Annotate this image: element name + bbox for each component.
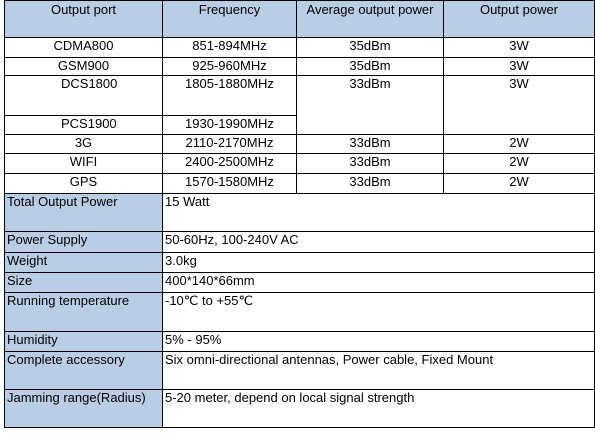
port-cell: DCS1800	[4, 75, 163, 116]
spec-value: Six omni-directional antennas, Power cab…	[162, 351, 595, 390]
spec-label: Complete accessory	[4, 351, 163, 390]
spec-label: Running temperature	[4, 292, 163, 332]
avg-power-cell: 33dBm	[296, 134, 444, 154]
table-row: 3G 2110-2170MHz 33dBm 2W	[4, 134, 595, 154]
output-power-cell: 3W	[443, 57, 595, 76]
spec-label: Total Output Power	[4, 193, 163, 232]
spec-row-humidity: Humidity 5% - 95%	[4, 331, 595, 352]
table-row: CDMA800 851-894MHz 35dBm 3W	[4, 37, 595, 58]
spec-value: 400*140*66mm	[162, 272, 595, 293]
avg-power-cell: 33dBm	[296, 153, 444, 174]
spec-label: Weight	[4, 252, 163, 273]
spec-row-jamming-range: Jamming range(Radius) 5-20 meter, depend…	[4, 389, 595, 428]
spec-row-running-temperature: Running temperature -10℃ to +55℃	[4, 292, 595, 332]
spec-label: Power Supply	[4, 231, 163, 253]
header-output-port: Output port	[4, 0, 163, 38]
table-row: GPS 1570-1580MHz 33dBm 2W	[4, 173, 595, 194]
header-average-output-power: Average output power	[296, 0, 444, 38]
spec-table: Output port Frequency Average output pow…	[4, 0, 595, 428]
frequency-cell: 851-894MHz	[162, 37, 297, 58]
spec-row-weight: Weight 3.0kg	[4, 252, 595, 273]
spec-value: 15 Watt	[162, 193, 595, 232]
port-cell: GSM900	[4, 57, 163, 76]
avg-power-cell: 33dBm	[296, 173, 444, 194]
frequency-cell: 1570-1580MHz	[162, 173, 297, 194]
spec-value: -10℃ to +55℃	[162, 292, 595, 332]
spec-value: 50-60Hz, 100-240V AC	[162, 231, 595, 253]
table-header-row: Output port Frequency Average output pow…	[4, 0, 595, 38]
spec-row-complete-accessory: Complete accessory Six omni-directional …	[4, 351, 595, 390]
port-cell: WIFI	[4, 153, 163, 174]
avg-power-cell: 35dBm	[296, 57, 444, 76]
spec-value: 5-20 meter, depend on local signal stren…	[162, 389, 595, 428]
avg-power-cell: 33dBm	[296, 75, 444, 135]
spec-value: 3.0kg	[162, 252, 595, 273]
spec-row-total-output-power: Total Output Power 15 Watt	[4, 193, 595, 232]
header-output-power: Output power	[443, 0, 595, 38]
spec-row-power-supply: Power Supply 50-60Hz, 100-240V AC	[4, 231, 595, 253]
output-power-cell: 3W	[443, 75, 595, 135]
table-row: WIFI 2400-2500MHz 33dBm 2W	[4, 153, 595, 174]
frequency-cell: 925-960MHz	[162, 57, 297, 76]
avg-power-cell: 35dBm	[296, 37, 444, 58]
output-power-cell: 2W	[443, 134, 595, 154]
spec-label: Humidity	[4, 331, 163, 352]
output-power-cell: 3W	[443, 37, 595, 58]
port-cell: PCS1900	[4, 115, 163, 135]
output-power-cell: 2W	[443, 153, 595, 174]
port-cell: 3G	[4, 134, 163, 154]
table-row: GSM900 925-960MHz 35dBm 3W	[4, 57, 595, 76]
spec-row-size: Size 400*140*66mm	[4, 272, 595, 293]
frequency-cell: 2110-2170MHz	[162, 134, 297, 154]
spec-table-container: Output port Frequency Average output pow…	[4, 0, 595, 428]
header-frequency: Frequency	[162, 0, 297, 38]
table-row: DCS1800 1805-1880MHz 33dBm 3W	[4, 75, 595, 135]
port-cell: CDMA800	[4, 37, 163, 58]
port-cell: GPS	[4, 173, 163, 194]
frequency-cell: 2400-2500MHz	[162, 153, 297, 174]
output-power-cell: 2W	[443, 173, 595, 194]
frequency-cell: 1805-1880MHz	[162, 75, 297, 116]
spec-label: Size	[4, 272, 163, 293]
frequency-cell: 1930-1990MHz	[162, 115, 297, 135]
spec-value: 5% - 95%	[162, 331, 595, 352]
spec-label: Jamming range(Radius)	[4, 389, 163, 428]
